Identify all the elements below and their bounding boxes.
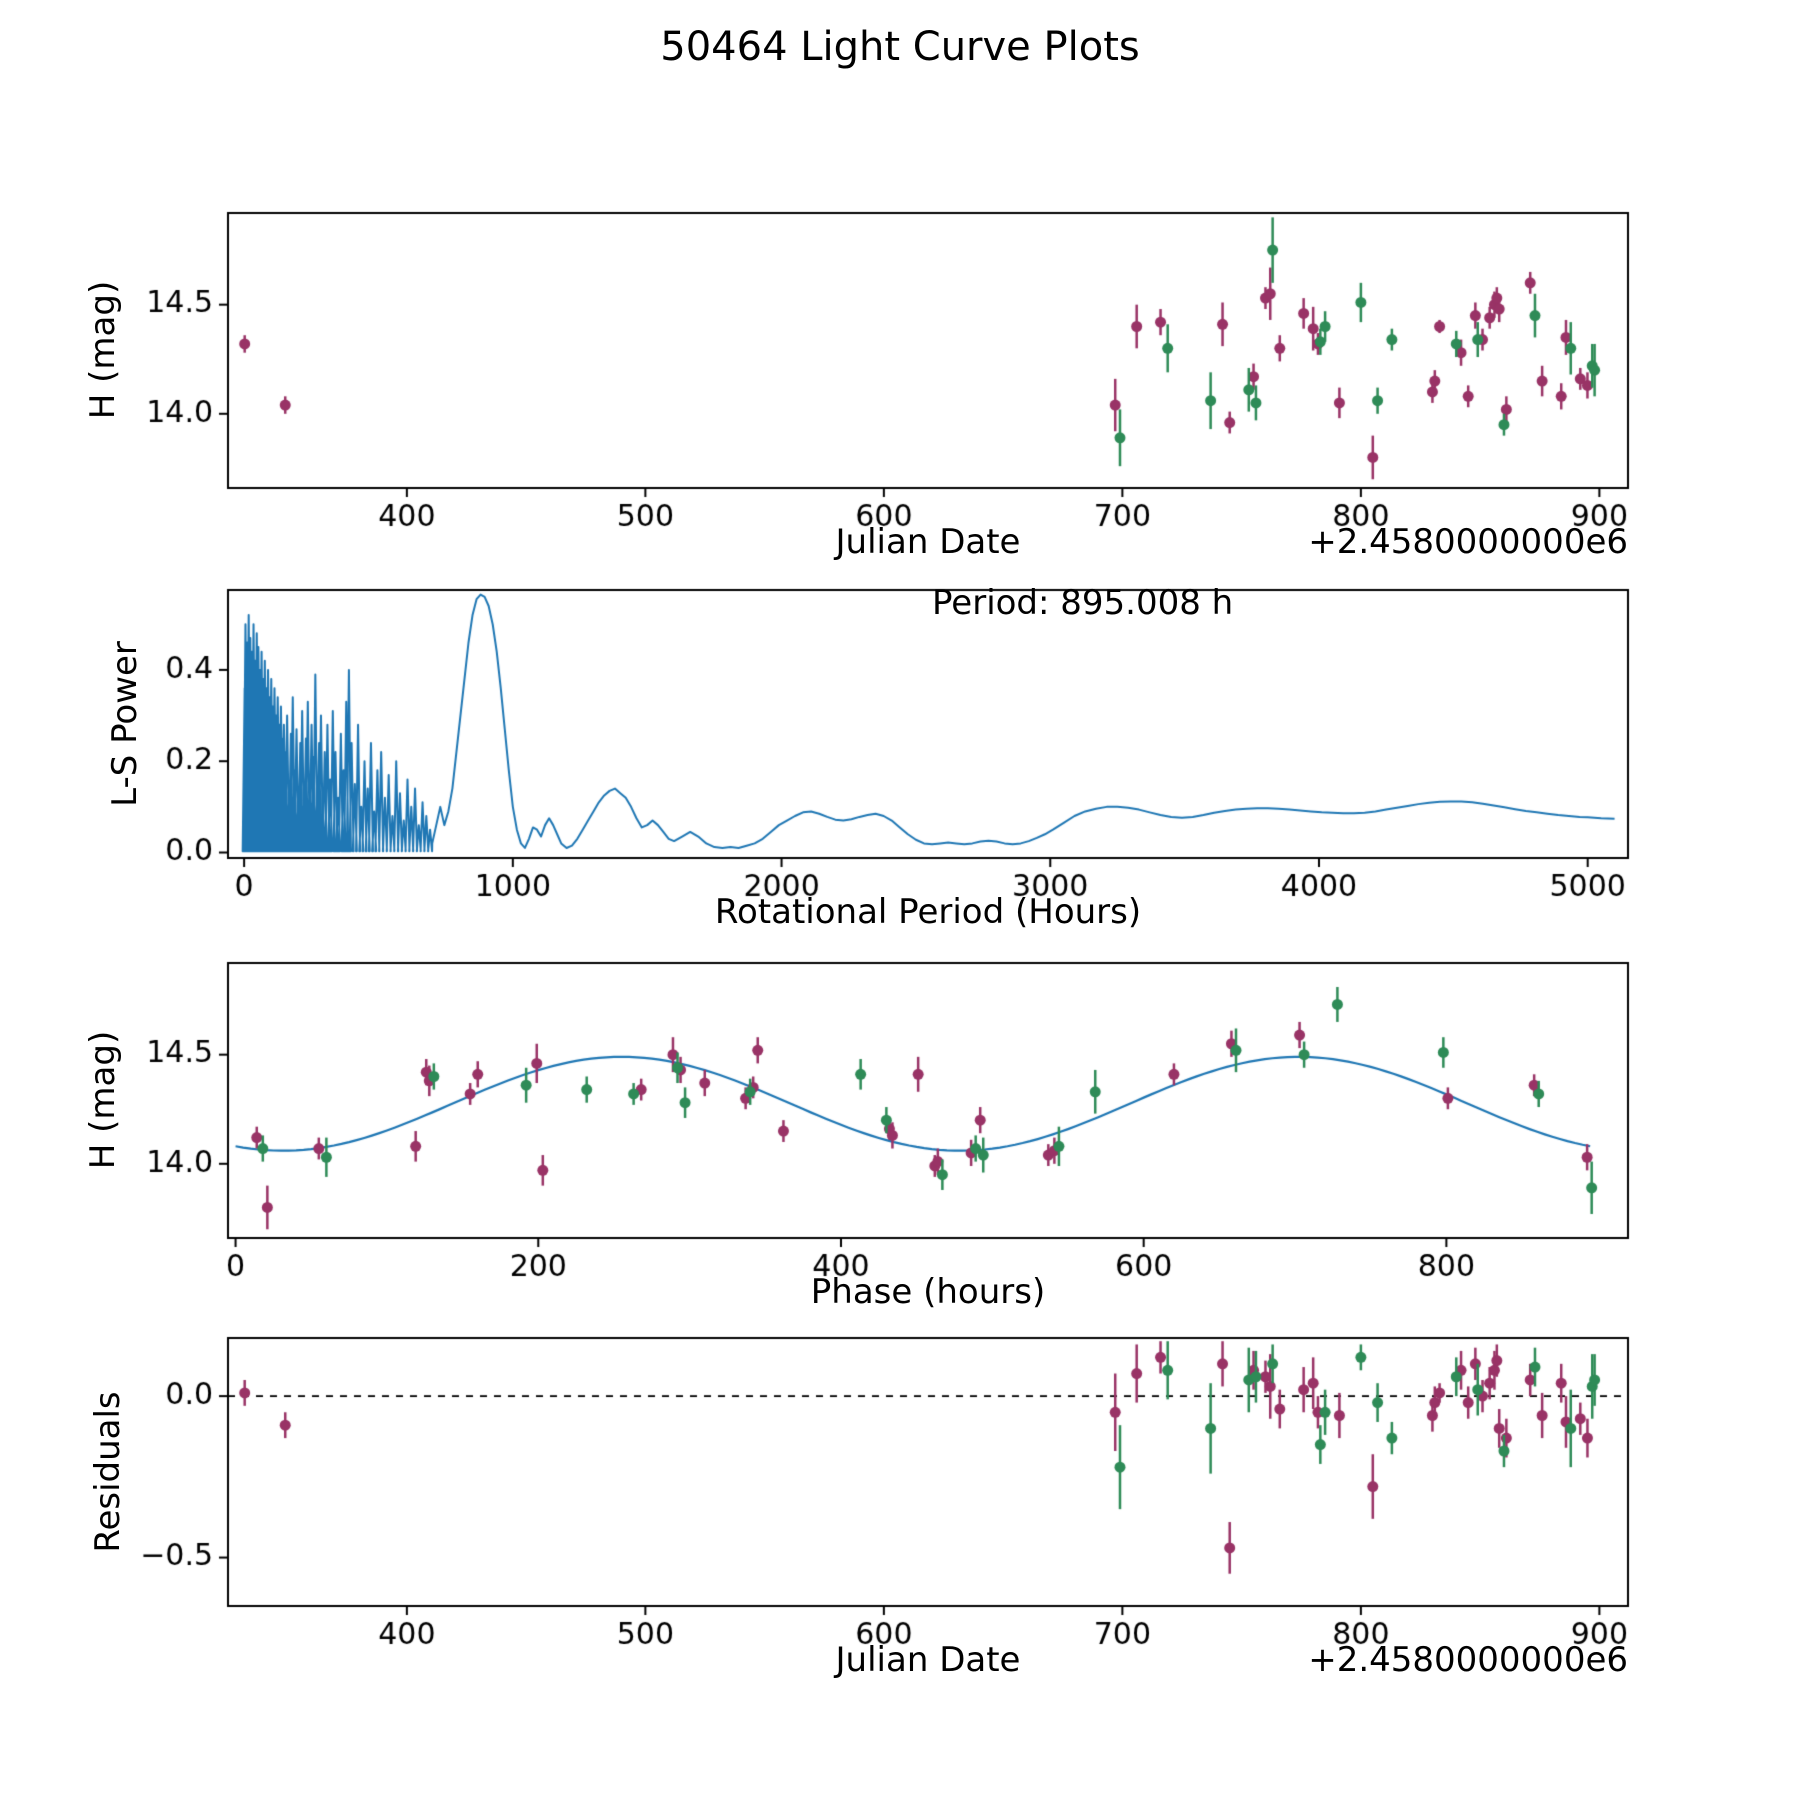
plot1-x-axis-label: Julian Date — [835, 522, 1021, 562]
plot4-y-axis-label: Residuals — [88, 1391, 128, 1553]
plot1-y-axis-label: H (mag) — [83, 280, 123, 420]
plot2-y-axis-label: L-S Power — [105, 641, 145, 807]
plot2-x-axis-label: Rotational Period (Hours) — [714, 892, 1142, 932]
figure-title: 50464 Light Curve Plots — [660, 24, 1140, 70]
plot3-x-axis-label: Phase (hours) — [810, 1272, 1046, 1312]
plot3-y-axis-label: H (mag) — [83, 1030, 123, 1170]
plot4-x-axis-offset: +2.4580000000e6 — [1308, 1640, 1628, 1680]
plot4-x-axis-label: Julian Date — [835, 1640, 1021, 1680]
period-annotation: Period: 895.008 h — [932, 583, 1234, 623]
plot1-x-axis-offset: +2.4580000000e6 — [1308, 522, 1628, 562]
